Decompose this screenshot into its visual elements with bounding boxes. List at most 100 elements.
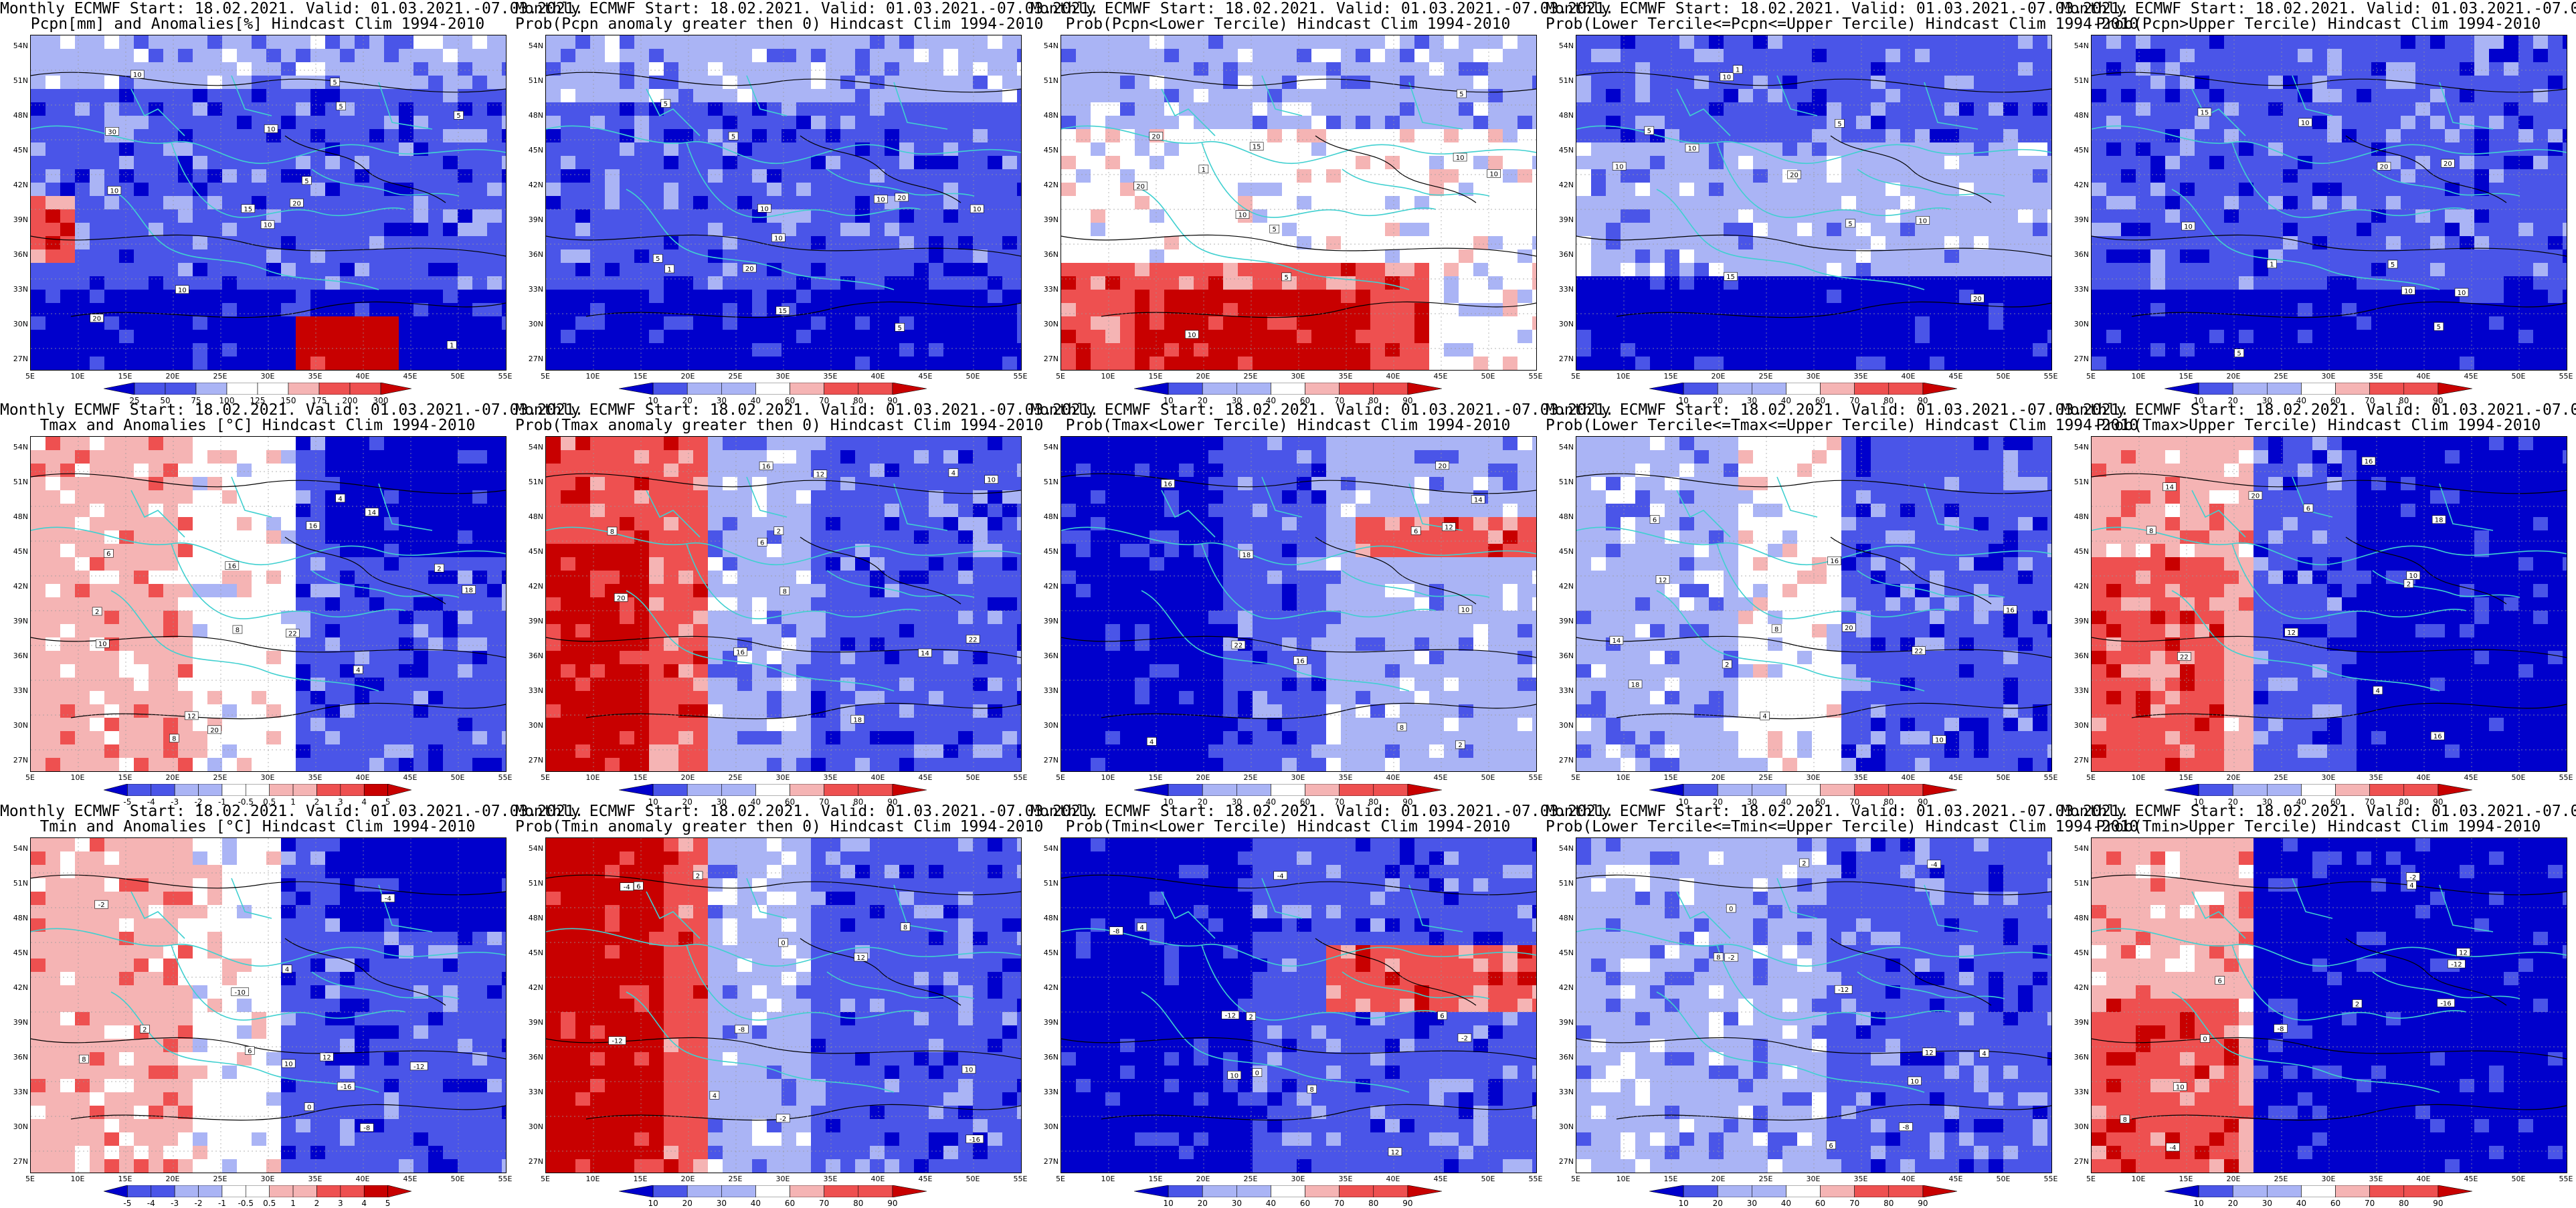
field-cell [310,477,326,491]
field-cell [178,490,193,504]
field-cell [443,450,458,464]
field-cell [1930,209,1945,223]
field-cell [1459,209,1474,223]
lat-tick-label: 39N [2066,215,2089,224]
field-cell [2136,102,2151,116]
field-cell [1076,76,1091,90]
field-cell [620,330,635,344]
contour-label: 20 [1152,133,1160,140]
field-cell [708,89,723,103]
field-cell [1989,209,2004,223]
field-cell [1944,35,1960,49]
field-cell [60,303,76,317]
field-cell [1208,35,1224,49]
field-cell [1267,303,1283,317]
field-cell [2504,290,2519,304]
field-cell [2489,223,2504,237]
field-cell [2136,330,2151,344]
field-cell [634,49,650,63]
field-cell [1900,276,1916,290]
field-cell [1738,89,1754,103]
field-cell [2092,196,2107,210]
field-cell [1812,49,1827,63]
field-cell [428,450,444,464]
field-cell [2548,357,2563,370]
field-cell [2224,102,2239,116]
field-cell [384,223,399,237]
field-cell [1827,183,1842,197]
field-cell [2033,223,2048,237]
field-cell [1370,102,1386,116]
field-cell [252,142,267,157]
field-cell [1959,156,1974,170]
field-cell [266,437,282,451]
field-cell [502,183,506,197]
field-cell [605,183,620,197]
field-cell [2415,35,2431,49]
field-cell [2445,357,2460,370]
field-cell [2371,49,2387,63]
field-cell [1989,343,2004,357]
field-cell [384,236,399,250]
field-cell [811,236,826,250]
field-cell [605,35,620,49]
field-cell [649,156,664,170]
field-cell [723,102,738,116]
field-cell [678,49,694,63]
field-cell [104,102,120,116]
field-cell [1576,316,1592,330]
field-cell [502,76,506,90]
field-cell [2312,290,2328,304]
field-cell [2165,129,2181,143]
field-cell [252,330,267,344]
field-cell [2298,76,2313,90]
field-cell [1768,76,1783,90]
field-cell [2121,76,2136,90]
field-cell [678,169,694,183]
field-cell [2018,276,2033,290]
field-cell [561,196,576,210]
field-cell [2489,169,2504,183]
field-cell [1341,330,1356,344]
field-cell [1429,156,1445,170]
field-cell [45,209,61,223]
field-cell [914,223,929,237]
field-cell [2033,183,2048,197]
field-cell [1635,290,1651,304]
field-cell [119,142,134,157]
lat-tick-label: 36N [5,250,28,259]
field-cell [1297,290,1312,304]
field-cell [1400,76,1415,90]
field-cell [1459,35,1474,49]
field-cell [737,116,753,130]
field-cell [340,223,355,237]
field-cell [2195,183,2210,197]
field-cell [1930,89,1945,103]
contour-label: 10 [760,205,769,213]
field-cell [1989,357,2004,370]
field-cell [458,557,473,571]
field-cell [767,316,782,330]
field-cell [134,557,149,571]
field-cell [237,437,252,451]
field-cell [310,343,326,357]
field-cell [75,236,90,250]
field-cell [310,504,326,518]
field-cell [1238,223,1253,237]
field-cell [2386,330,2401,344]
field-cell [472,156,488,170]
field-cell [1223,223,1238,237]
field-cell [1002,35,1018,49]
field-cell [1871,76,1886,90]
field-cell [310,49,326,63]
field-cell [1576,209,1592,223]
field-cell [1768,169,1783,183]
field-cell [2180,357,2195,370]
colorbar-swatch [1340,383,1374,395]
field-cell [2209,76,2225,90]
contour-label: 1 [450,342,454,350]
field-cell [1665,156,1680,170]
field-cell [1606,223,1621,237]
field-cell [178,209,193,223]
field-cell [1959,142,1974,157]
